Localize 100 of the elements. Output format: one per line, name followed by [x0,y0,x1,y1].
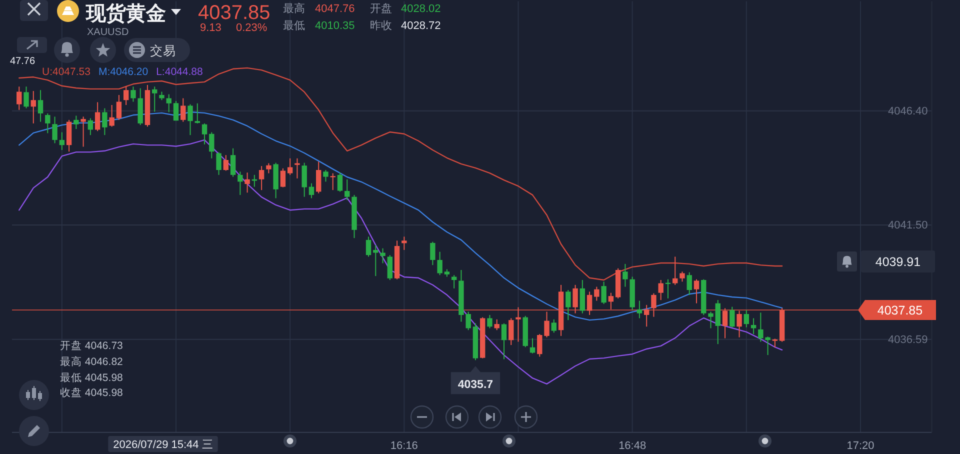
candlestick [487,314,492,329]
candlestick [694,278,700,304]
x-tick-label: 16:16 [390,440,418,452]
x-tick-label: 16:48 [618,440,646,452]
candlestick [30,90,36,124]
candlestick [323,170,328,182]
candlestick [580,280,586,314]
annotation: 最高 4046.82 [60,355,124,368]
candlestick [258,166,264,191]
candlestick [594,286,600,302]
annotation: 4047.76 [315,3,355,15]
annotation: 4035.7 [458,379,494,392]
candlestick [152,86,158,112]
candlestick [387,254,392,280]
candlestick [230,148,236,178]
candlestick [530,338,536,354]
series-label: U:4047.53 [42,66,91,78]
candlestick [216,152,222,176]
candlestick [566,290,571,321]
annotation: 开盘 [370,3,392,15]
candlestick [672,256,678,286]
annotation: 最高 [283,2,305,15]
annotation: 4028.02 [401,3,441,15]
line-series [18,67,783,281]
candlestick [280,168,286,188]
candlestick [16,86,22,110]
candlestick [52,116,58,144]
candlestick [730,306,735,328]
candlestick [180,98,186,122]
candlestick [123,86,129,106]
text: L:4044.88 [156,66,203,78]
candlestick [173,100,179,122]
candlestick [622,263,628,288]
x-tick-label: 17:20 [846,440,874,452]
candlestick [74,115,79,130]
candlestick [437,251,442,276]
candlestick [188,104,193,136]
annotation: 4039.91 [875,255,921,269]
candlestick [194,102,200,124]
candlestick [508,318,514,346]
candlestick [636,300,642,319]
y-tick-label: 4046.40 [888,105,928,118]
candlestick [686,272,692,296]
candlestick [287,158,293,176]
candlestick [202,122,208,145]
candlestick [551,318,556,334]
candlestick [337,172,343,192]
candlestick [366,236,372,258]
candlestick [715,300,720,345]
text: XAUUSD [87,27,129,38]
candlestick [708,311,714,329]
candlestick [308,182,314,199]
candlestick [451,274,457,289]
annotation: 最低 [283,20,305,32]
candlestick [680,271,685,282]
annotation: 收盘 4045.98 [60,387,124,399]
candlestick [744,310,750,328]
candlestick [130,86,136,102]
candlestick [166,94,172,113]
y-tick-label: 4041.50 [888,220,928,232]
candlestick [658,280,664,301]
text: 2026/07/29 15:44 三 [113,439,213,451]
candlestick [38,90,44,122]
candlestick [294,158,300,179]
ref-line-label: 4037.85 [877,304,923,318]
candlestick [302,162,307,198]
candlestick [537,334,542,358]
candlestick [102,108,108,136]
text: M:4046.20 [98,66,148,78]
candlestick [66,119,72,152]
candlestick [116,94,122,120]
annotation: 交易 [150,43,176,58]
candlestick [80,116,86,148]
candlestick [501,322,507,360]
candlestick [316,161,322,194]
candlestick [266,162,272,174]
annotation: 昨收 [370,20,392,32]
annotation: 0.23% [236,22,268,34]
candlestick [88,118,94,136]
candlestick [402,236,407,250]
annotation: 4010.35 [315,20,355,32]
annotation: 开盘 4046.73 [60,340,124,352]
candlestick [494,318,500,331]
candlestick [59,132,65,150]
chart-title: 现货黄金 [85,3,166,25]
candlestick [45,112,50,134]
candlestick [601,281,606,304]
candlestick [223,154,229,172]
annotation: 最低 4045.98 [60,372,124,384]
annotation: 9.13 [200,22,222,34]
annotation: 47.76 [10,56,36,67]
candlestick [244,172,250,194]
candlestick [94,102,100,132]
candlestick [209,132,214,159]
annotation: 4037.85 [198,2,270,24]
annotation: 4028.72 [401,20,441,32]
candlestick [380,248,386,264]
candlestick [430,241,436,266]
y-tick-label: 4036.59 [888,334,928,346]
candlestick [24,86,29,109]
